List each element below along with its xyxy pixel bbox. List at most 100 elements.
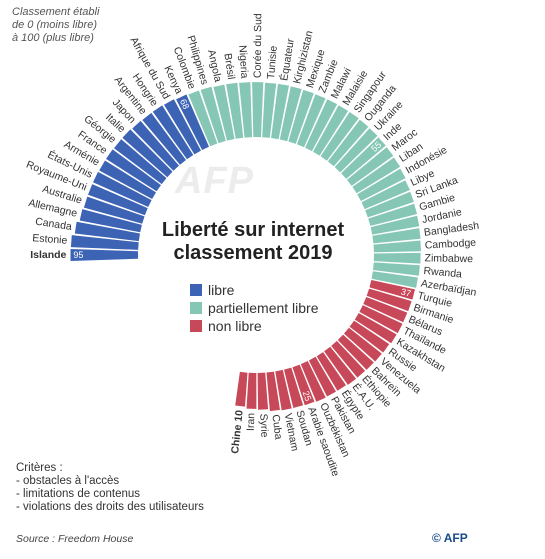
- afp-watermark: AFP: [175, 160, 254, 202]
- bar-25: [288, 89, 314, 144]
- bar-61: [266, 371, 280, 412]
- scale-note-line: Classement établi: [12, 6, 100, 18]
- bar-13: [152, 105, 194, 160]
- bar-29: [320, 112, 359, 161]
- legend-swatch-1: [190, 302, 202, 314]
- bar-30: [327, 119, 369, 167]
- scale-note-line: à 100 (plus libre): [12, 32, 94, 44]
- labels-group: 95IslandeEstonieCanadaAllemagneAustralie…: [24, 13, 480, 478]
- bar-50: [349, 320, 390, 353]
- bar-7: [99, 160, 156, 199]
- legend-label-0: libre: [208, 282, 235, 298]
- bar-39: [370, 215, 420, 235]
- bar-43: [373, 262, 420, 276]
- bar-8: [106, 149, 161, 192]
- bar-11: [132, 120, 179, 171]
- country-label-41: Cambodge: [424, 237, 476, 252]
- bar-37: [365, 191, 414, 218]
- bar-16: [188, 90, 218, 147]
- value-label-0: 95: [73, 250, 83, 260]
- country-label-1: Estonie: [32, 232, 68, 247]
- bar-27: [305, 99, 338, 152]
- country-label-63: Iran: [245, 413, 258, 432]
- bar-38: [368, 203, 418, 226]
- afp-credit: © AFP: [432, 531, 468, 545]
- bar-10: [122, 129, 173, 178]
- value-label-45: 37: [400, 287, 412, 299]
- bar-53: [331, 340, 366, 378]
- bars-group: [70, 82, 421, 412]
- bar-51: [344, 327, 382, 362]
- country-label-42: Zimbabwe: [424, 252, 473, 265]
- bar-18: [213, 84, 235, 141]
- bar-49: [354, 313, 397, 344]
- bar-36: [361, 180, 410, 210]
- chart-subtitle: classement 2019: [173, 242, 332, 264]
- bar-28: [313, 105, 349, 156]
- bar-19: [226, 82, 244, 139]
- bar-40: [372, 228, 421, 244]
- legend-label-1: partiellement libre: [208, 300, 319, 316]
- bar-22: [262, 82, 277, 138]
- source-note: Source : Freedom House: [16, 533, 134, 545]
- bar-33: [347, 147, 394, 186]
- criteria-title: Critères :: [16, 462, 63, 474]
- criteria-item: - obstacles à l'accès: [16, 475, 120, 487]
- bar-23: [271, 83, 289, 140]
- bar-46: [366, 288, 412, 312]
- bar-64: [235, 371, 248, 407]
- legend: libre partiellement libre non libre: [190, 282, 319, 334]
- bar-21: [252, 82, 264, 138]
- bar-62: [257, 372, 269, 410]
- bar-55: [316, 352, 346, 391]
- chart-title: Liberté sur internet: [162, 219, 345, 241]
- bar-48: [359, 305, 403, 334]
- value-label-58: 25: [301, 390, 314, 403]
- scale-note: Classement établi de 0 (moins libre) à 1…: [12, 6, 99, 45]
- country-label-20: Nigeria: [236, 45, 250, 79]
- bar-31: [334, 128, 378, 173]
- bar-52: [337, 334, 374, 370]
- bar-12: [142, 112, 186, 165]
- value-label-15: 68: [178, 97, 191, 110]
- country-label-2: Canada: [34, 216, 72, 233]
- bar-4: [83, 196, 145, 224]
- bar-5: [88, 184, 148, 216]
- bar-34: [352, 157, 401, 194]
- bar-44: [371, 271, 418, 288]
- bar-32: [341, 137, 386, 179]
- criteria-block: Critères : - obstacles à l'accès - limit…: [16, 462, 204, 514]
- bar-54: [324, 346, 357, 385]
- bar-24: [279, 86, 302, 142]
- country-label-43: Rwanda: [423, 265, 463, 281]
- country-label-0: Islande: [30, 249, 66, 261]
- scale-note-line: de 0 (moins libre): [12, 19, 97, 31]
- country-label-61: Cuba: [269, 414, 284, 441]
- bar-3: [79, 209, 142, 233]
- criteria-item: - violations des droits des utilisateurs: [16, 501, 204, 513]
- bar-2: [74, 221, 140, 242]
- country-label-62: Syrie: [257, 413, 270, 438]
- bar-6: [93, 171, 152, 207]
- bar-15: [176, 94, 209, 150]
- bar-60: [275, 369, 292, 411]
- criteria-item: - limitations de contenus: [16, 488, 141, 500]
- country-label-22: Tunisie: [265, 45, 280, 80]
- bar-26: [296, 94, 326, 148]
- legend-label-2: non libre: [208, 318, 262, 334]
- bar-35: [357, 168, 406, 201]
- bar-58: [292, 364, 315, 406]
- country-label-64: Chine 10: [229, 409, 246, 454]
- bar-9: [114, 139, 167, 185]
- country-label-19: Brésil: [221, 53, 237, 81]
- bar-0: [70, 249, 139, 261]
- bar-14: [164, 99, 201, 155]
- bar-42: [373, 252, 421, 264]
- bar-47: [363, 297, 408, 323]
- legend-swatch-0: [190, 284, 202, 296]
- bar-63: [246, 372, 257, 409]
- bar-56: [308, 356, 336, 397]
- bar-45: [369, 280, 415, 300]
- bar-20: [239, 82, 253, 138]
